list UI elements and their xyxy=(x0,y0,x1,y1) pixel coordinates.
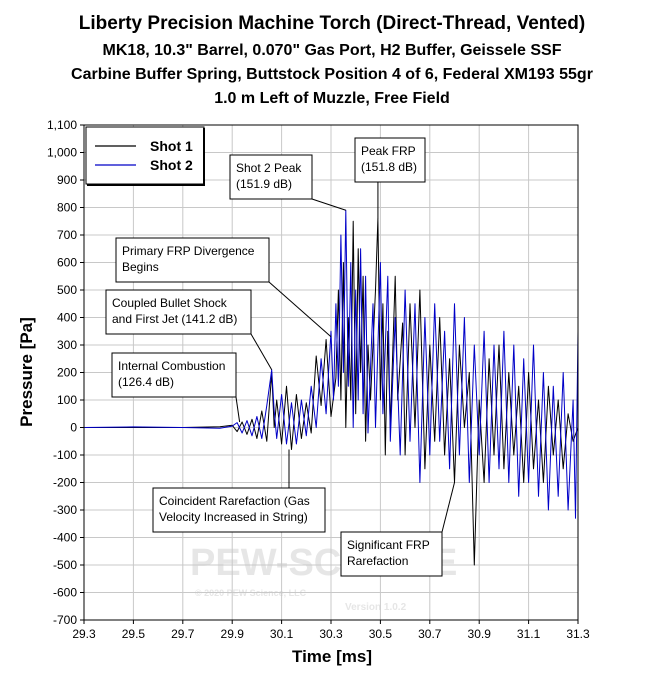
y-tick-label: 500 xyxy=(57,283,77,297)
y-tick-label: -700 xyxy=(53,613,77,627)
x-tick-label: 29.9 xyxy=(221,627,245,641)
y-axis-ticks: 1,100 1,000 900 800 700 600 500 400 300 200 100 0 -1… xyxy=(47,118,84,627)
annotation-box xyxy=(105,289,252,335)
x-tick-label: 30.3 xyxy=(319,627,343,641)
y-tick-label: -600 xyxy=(53,586,77,600)
series-line-shot-1 xyxy=(84,218,579,566)
annotation-box xyxy=(354,137,426,183)
annotation-leader xyxy=(250,333,273,371)
y-tick-label: 1,100 xyxy=(47,118,77,132)
x-tick-label: 30.1 xyxy=(270,627,294,641)
y-tick-label: 700 xyxy=(57,228,77,242)
y-tick-label: -100 xyxy=(53,448,77,462)
chart-subtitle-line-3: 1.0 m Left of Muzzle, Free Field xyxy=(214,90,450,107)
annotation-text: Begins xyxy=(122,260,159,274)
y-axis-label: Pressure [Pa] xyxy=(17,317,36,427)
x-axis-label: Time [ms] xyxy=(292,647,372,666)
y-tick-label: 1,000 xyxy=(47,146,77,160)
x-tick-label: 29.7 xyxy=(171,627,195,641)
annotation-box xyxy=(115,237,270,283)
annotation-box xyxy=(229,154,313,200)
legend-label-shot-1: Shot 1 xyxy=(150,138,193,154)
chart-subtitle-line-1: MK18, 10.3" Barrel, 0.070" Gas Port, H2 … xyxy=(103,42,562,59)
x-axis-ticks: 29.3 29.5 29.7 29.9 30.1 30.3 30.5 30.7 30.9 31.1… xyxy=(72,620,590,641)
y-tick-label: -400 xyxy=(53,531,77,545)
annotation-text: (151.9 dB) xyxy=(236,177,292,191)
annotation-leader xyxy=(268,281,332,338)
annotation-leader xyxy=(235,396,241,423)
annotation-box xyxy=(340,531,443,577)
annotation-text: Internal Combustion xyxy=(118,359,225,373)
annotation-text: (151.8 dB) xyxy=(361,160,417,174)
legend: Shot 1 Shot 2 xyxy=(85,126,205,186)
annotation-text: Significant FRP xyxy=(347,538,430,552)
y-tick-label: 300 xyxy=(57,338,77,352)
annotation-text: Coincident Rarefaction (Gas xyxy=(159,494,310,508)
annotation-text: Rarefaction xyxy=(347,554,408,568)
y-tick-label: -200 xyxy=(53,476,77,490)
watermark-version: Version 1.0.2 xyxy=(345,602,407,613)
y-tick-label: -300 xyxy=(53,503,77,517)
series-layer xyxy=(83,209,579,566)
x-tick-label: 30.5 xyxy=(369,627,393,641)
annotations-layer: Shot 2 Peak (151.9 dB) Peak FRP (151.8 dB) P… xyxy=(105,137,455,577)
x-tick-label: 30.7 xyxy=(418,627,442,641)
chart-title: Liberty Precision Machine Torch (Direct-… xyxy=(79,13,585,34)
x-tick-label: 29.5 xyxy=(122,627,146,641)
y-tick-label: 400 xyxy=(57,311,77,325)
legend-label-shot-2: Shot 2 xyxy=(150,157,193,173)
x-tick-label: 29.3 xyxy=(72,627,96,641)
annotation-leader xyxy=(311,198,346,211)
y-tick-label: 800 xyxy=(57,201,77,215)
annotation-text: Peak FRP xyxy=(361,144,416,158)
y-tick-label: 0 xyxy=(70,421,77,435)
series-line-shot-2 xyxy=(83,209,579,519)
y-tick-label: 600 xyxy=(57,256,77,270)
annotation-box xyxy=(152,487,326,533)
annotation-text: and First Jet (141.2 dB) xyxy=(112,312,237,326)
chart-subtitle-line-2: Carbine Buffer Spring, Buttstock Positio… xyxy=(71,66,593,83)
x-tick-label: 31.3 xyxy=(566,627,590,641)
y-tick-label: 200 xyxy=(57,366,77,380)
legend-box xyxy=(85,126,205,185)
y-tick-label: -500 xyxy=(53,558,77,572)
annotation-text: Coupled Bullet Shock xyxy=(112,296,228,310)
annotation-leader xyxy=(441,482,455,533)
annotation-text: Primary FRP Divergence xyxy=(122,244,255,258)
y-tick-label: 900 xyxy=(57,173,77,187)
x-tick-label: 31.1 xyxy=(517,627,541,641)
annotation-text: (126.4 dB) xyxy=(118,375,174,389)
x-tick-label: 30.9 xyxy=(468,627,492,641)
annotation-box xyxy=(111,352,237,398)
annotation-text: Velocity Increased in String) xyxy=(159,510,308,524)
y-tick-label: 100 xyxy=(57,393,77,407)
annotation-text: Shot 2 Peak xyxy=(236,161,302,175)
